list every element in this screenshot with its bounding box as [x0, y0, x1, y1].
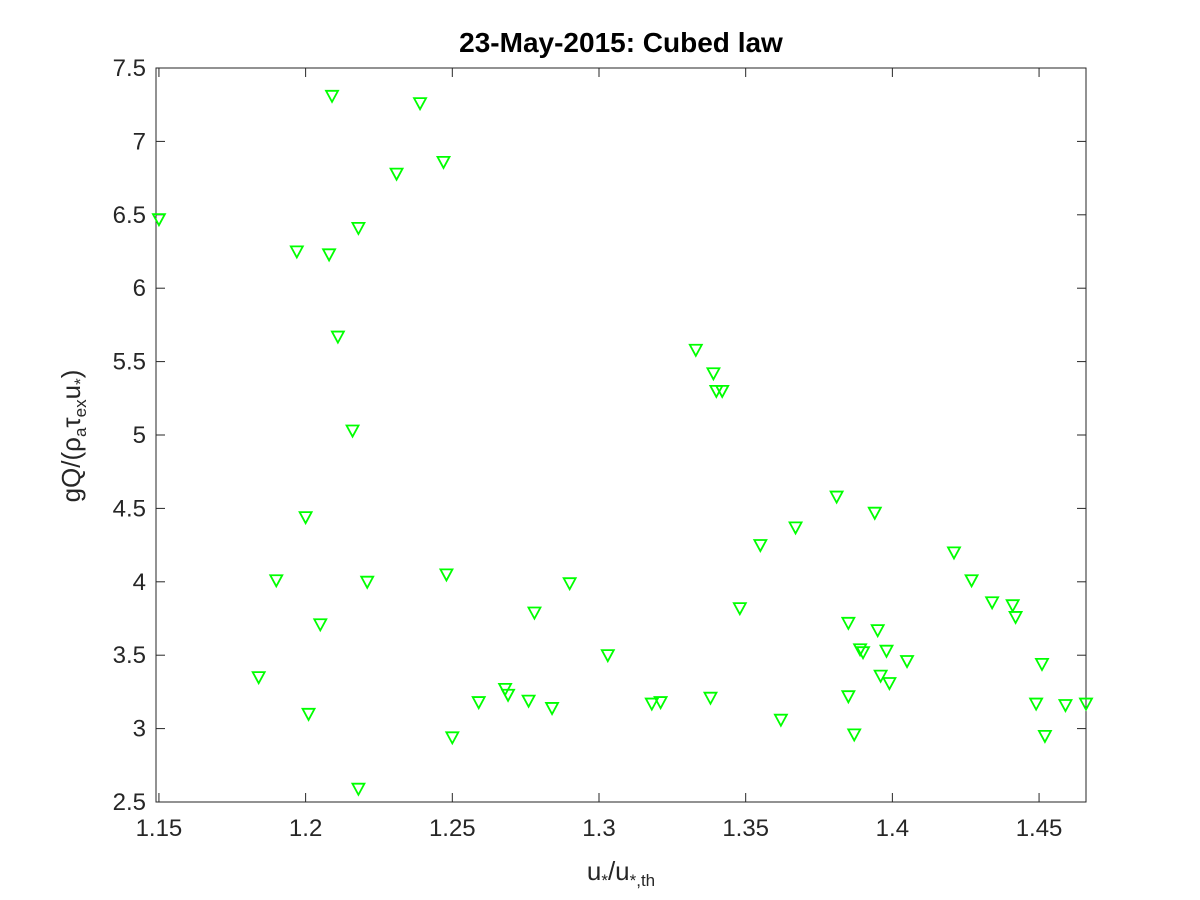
- data-point: [435, 155, 452, 170]
- data-point: [1057, 699, 1073, 714]
- x-tick-label: 1.4: [876, 815, 909, 842]
- data-point: [773, 713, 789, 728]
- data-point: [705, 367, 721, 382]
- data-point: [688, 343, 704, 358]
- x-tick-label: 1.2: [289, 815, 322, 842]
- x-tick-label: 1.3: [582, 815, 615, 842]
- data-point: [788, 521, 804, 536]
- axes: 1.15 1.2 1.25 1.3 1.35 1.4 1.45 2.5 3 3.5 4 4.5 5 5.5…: [113, 55, 1087, 842]
- x-tick-label: 1.25: [429, 815, 476, 842]
- data-point: [984, 596, 1000, 611]
- data-point: [899, 655, 915, 669]
- data-point: [873, 669, 889, 684]
- data-point: [389, 167, 405, 182]
- y-tick-label: 7: [133, 128, 146, 155]
- data-point: [471, 696, 487, 711]
- data-point: [289, 245, 305, 260]
- data-point: [1008, 611, 1024, 625]
- data-point: [829, 490, 845, 505]
- data-point: [1005, 599, 1021, 614]
- data-point: [268, 574, 284, 589]
- y-tick-label: 2.5: [113, 789, 146, 816]
- data-point: [881, 677, 897, 691]
- data-point: [298, 511, 314, 526]
- data-point: [500, 688, 516, 703]
- y-axis-label: gQ/(ρaτexu*): [56, 370, 90, 503]
- data-point: [653, 696, 669, 711]
- x-tick-label: 1.35: [722, 815, 769, 842]
- data-point: [438, 568, 454, 583]
- data-point: [321, 248, 337, 263]
- data-point: [562, 577, 578, 592]
- data-point: [867, 506, 883, 521]
- data-point: [878, 644, 895, 659]
- data-point: [840, 616, 856, 631]
- data-point: [964, 574, 980, 589]
- data-point: [644, 697, 660, 712]
- data-point: [526, 606, 542, 621]
- y-tick-label: 7.5: [113, 55, 146, 82]
- data-point: [714, 384, 730, 399]
- y-tick-label: 6.5: [113, 202, 146, 229]
- data-point: [732, 602, 748, 617]
- data-point: [312, 618, 328, 633]
- y-tick-label: 4: [133, 569, 146, 596]
- x-tick-label: 1.15: [136, 815, 183, 842]
- data-point: [350, 782, 366, 797]
- data-point: [345, 424, 361, 439]
- y-tick-label: 5: [133, 422, 146, 449]
- y-tick-label: 3: [133, 716, 146, 743]
- plot-box: [155, 67, 1087, 803]
- data-point: [946, 546, 962, 561]
- data-point: [1037, 729, 1053, 744]
- data-point: [359, 575, 375, 590]
- data-point: [840, 690, 856, 705]
- data-point: [600, 649, 616, 664]
- x-tick-label: 1.45: [1016, 815, 1063, 842]
- y-tick-label: 5.5: [113, 349, 146, 376]
- data-point: [301, 707, 317, 722]
- data-point: [855, 646, 871, 661]
- y-tick-label: 6: [133, 275, 146, 302]
- data-point: [444, 731, 460, 746]
- data-point: [1028, 697, 1044, 712]
- data-point: [702, 691, 718, 706]
- data-point: [870, 624, 886, 639]
- y-tick-label: 4.5: [113, 495, 146, 522]
- x-axis-label: u*/u*,th: [587, 856, 655, 890]
- y-tick-label: 3.5: [113, 642, 146, 669]
- data-point: [251, 671, 267, 686]
- data-point: [521, 694, 537, 709]
- data-point: [752, 539, 768, 553]
- data-points: [151, 89, 1094, 797]
- data-point: [544, 702, 560, 716]
- data-point: [852, 643, 868, 658]
- data-point: [412, 97, 428, 112]
- data-point: [846, 728, 862, 743]
- data-point: [1078, 697, 1094, 712]
- data-point: [350, 222, 366, 236]
- data-point: [330, 330, 346, 345]
- chart-title: 23-May-2015: Cubed law: [459, 27, 783, 58]
- data-point: [1034, 658, 1050, 672]
- data-point: [324, 89, 340, 104]
- data-point: [151, 213, 167, 228]
